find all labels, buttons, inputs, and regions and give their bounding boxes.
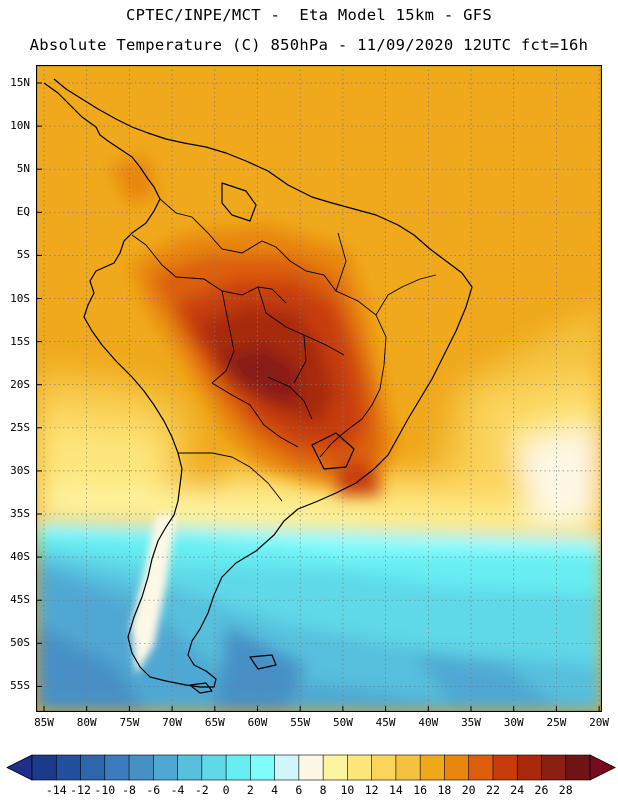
colorbar-swatch [153, 754, 179, 781]
colorbar-label: 0 [222, 783, 230, 797]
lon-label: 45W [375, 716, 396, 729]
lon-label: 20W [589, 716, 610, 729]
temperature-map [36, 65, 602, 712]
colorbar-label: 10 [340, 783, 355, 797]
lat-label: 5S [16, 248, 30, 262]
colorbar-swatch [298, 754, 324, 781]
lat-label: 50S [10, 636, 30, 650]
colorbar-swatch [395, 754, 421, 781]
lon-label: 85W [34, 716, 54, 729]
colorbar-swatch [274, 754, 300, 781]
colorbar-label: 8 [319, 783, 327, 797]
colorbar-swatch [541, 754, 567, 781]
colorbar-label: -8 [122, 783, 136, 797]
lon-label: 30W [503, 716, 524, 729]
country-borders [131, 198, 437, 502]
colorbar-label: -4 [170, 783, 185, 797]
colorbar-swatch [31, 754, 57, 781]
lon-label: 60W [247, 716, 268, 729]
map-frame [36, 65, 602, 712]
colorbar-over-arrow [589, 754, 616, 781]
lat-label: 25S [10, 420, 30, 434]
colorbar-swatch [250, 754, 276, 781]
chart-title-line-1: CPTEC/INPE/MCT - Eta Model 15km - GFS [125, 6, 492, 24]
lon-label: 35W [461, 716, 481, 729]
colorbar-swatch [371, 754, 397, 781]
colorbar-label: 20 [461, 783, 476, 797]
lon-label: 75W [119, 716, 140, 729]
lon-label: 80W [76, 716, 97, 729]
chart-title-line-2: Absolute Temperature (C) 850hPa - 11/09/… [29, 36, 589, 54]
lat-label: 30S [10, 463, 30, 477]
lon-label: 50W [332, 716, 353, 729]
lat-label: 40S [10, 550, 30, 564]
colorbar-label: 12 [364, 783, 379, 797]
colorbar-swatch [201, 754, 227, 781]
colorbar-swatch [80, 754, 106, 781]
colorbar-swatch [565, 754, 591, 781]
lat-label: 10N [10, 119, 30, 133]
lon-label: 40W [418, 716, 439, 729]
colorbar-swatch [322, 754, 348, 781]
colorbar-label: -12 [70, 783, 91, 797]
colorbar-label: -14 [45, 783, 67, 797]
coastline [43, 78, 473, 694]
lat-label: 20S [10, 377, 30, 391]
lat-label: EQ [16, 205, 30, 219]
colorbar-label: 24 [510, 783, 525, 797]
lon-label: 55W [290, 716, 311, 729]
temperature-field [36, 65, 602, 712]
colorbar-under-arrow [6, 754, 33, 781]
colorbar-swatch [468, 754, 494, 781]
lat-label: 15N [10, 76, 30, 89]
colorbar-label: 16 [413, 783, 428, 797]
lon-label: 25W [546, 716, 567, 729]
colorbar-label: -2 [194, 783, 209, 797]
lon-label: 70W [162, 716, 183, 729]
colorbar-label: -10 [94, 783, 116, 797]
colorbar-label: -6 [146, 783, 161, 797]
colorbar-label: 28 [558, 783, 573, 797]
colorbar [6, 754, 616, 781]
colorbar-swatch [104, 754, 130, 781]
colorbar-swatch [55, 754, 82, 781]
lat-label: 35S [10, 507, 30, 520]
colorbar-label: 4 [271, 783, 279, 797]
colorbar-label: 14 [388, 783, 403, 797]
colorbar-label: 22 [486, 783, 500, 797]
colorbar-label: 18 [437, 783, 452, 797]
colorbar-swatch [492, 754, 518, 781]
colorbar-swatch [177, 754, 203, 781]
lat-label: 5N [16, 162, 30, 176]
colorbar-swatch [516, 754, 543, 781]
lat-label: 55S [10, 679, 30, 693]
lon-label: 65W [204, 716, 225, 729]
colorbar-swatch [444, 754, 470, 781]
colorbar-swatch [347, 754, 373, 781]
colorbar-swatch [225, 754, 251, 781]
map-canvas [36, 65, 602, 712]
colorbar-label: 2 [246, 783, 254, 797]
lat-label: 45S [10, 593, 30, 607]
colorbar-label: 26 [534, 783, 549, 797]
colorbar-swatch [128, 754, 154, 781]
colorbar-swatch [419, 754, 446, 781]
colorbar-label: 6 [295, 783, 303, 797]
lat-label: 15S [10, 334, 30, 348]
lat-label: 10S [10, 291, 30, 305]
